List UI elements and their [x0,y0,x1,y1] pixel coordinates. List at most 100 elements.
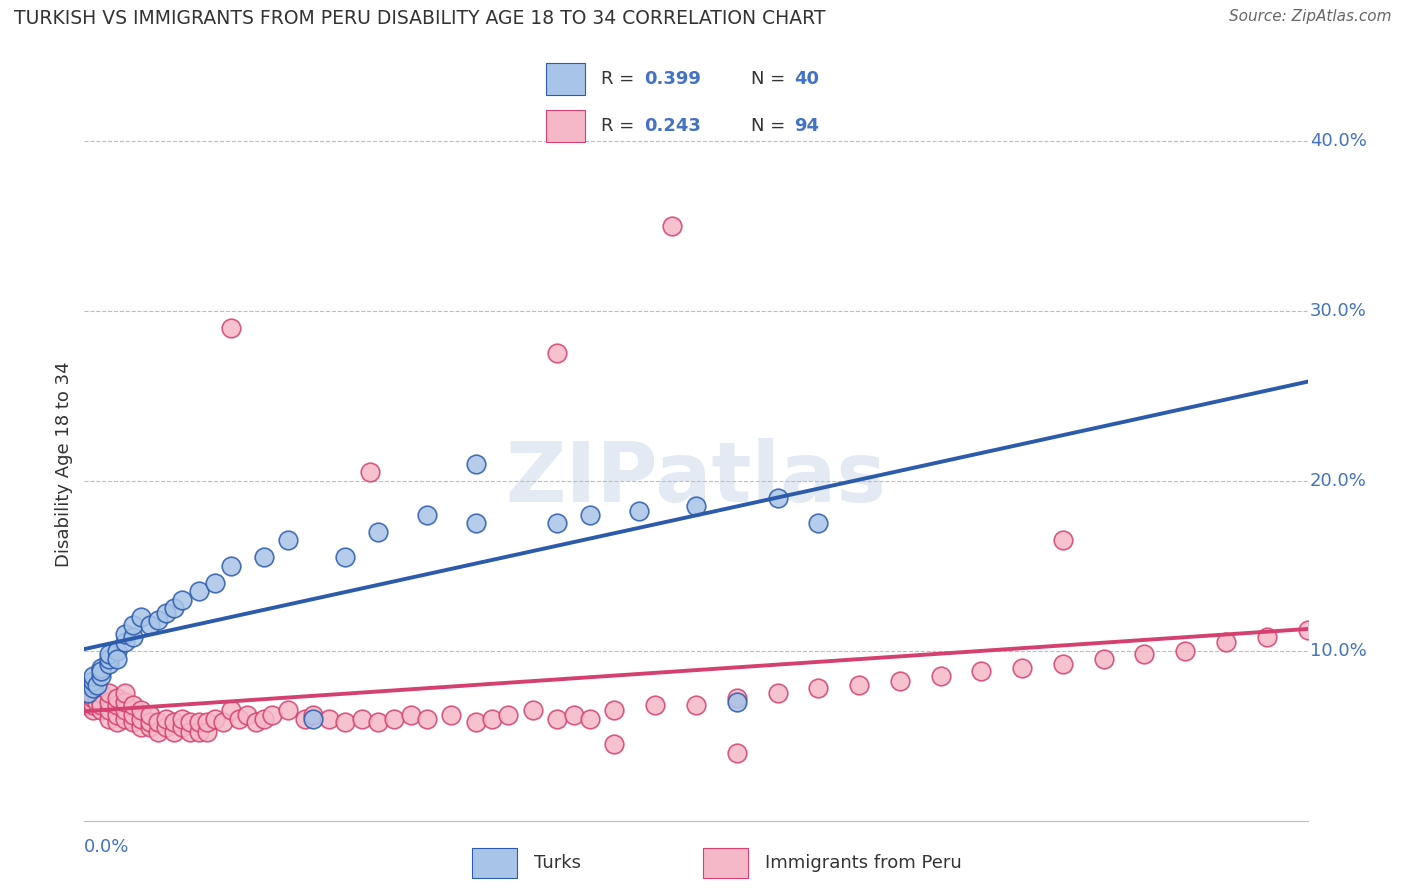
Text: N =: N = [751,70,790,88]
Point [146,613,169,627]
Point [90,686,112,700]
Point [114,695,136,709]
Point [579,712,602,726]
Point [82,691,104,706]
Point [97,686,120,700]
Y-axis label: Disability Age 18 to 34: Disability Age 18 to 34 [55,361,73,566]
Point [179,715,201,730]
Point [685,500,707,514]
Point [277,533,299,548]
Text: 20.0%: 20.0% [1310,472,1367,490]
Point [359,466,381,480]
Point [77,686,100,700]
Point [105,652,128,666]
Point [155,712,177,726]
Point [114,686,136,700]
Point [1215,635,1237,649]
Point [187,715,209,730]
Point [82,681,104,695]
Point [245,715,267,730]
Point [105,715,128,730]
Point [114,712,136,726]
Point [562,708,585,723]
Point [1011,661,1033,675]
Point [97,703,120,717]
Point [122,618,145,632]
Point [1296,624,1319,638]
Point [219,321,242,335]
Point [114,626,136,640]
Point [546,346,568,360]
Point [82,686,104,700]
Point [146,725,169,739]
Point [187,584,209,599]
Text: R =: R = [602,70,640,88]
Point [163,601,186,615]
Point [82,691,104,706]
Point [1133,647,1156,661]
Point [301,712,323,726]
Text: 40.0%: 40.0% [1310,132,1367,150]
Point [90,703,112,717]
Point [90,661,112,675]
Point [138,708,160,723]
Point [172,712,194,726]
Point [848,678,870,692]
Point [82,669,104,683]
Point [172,592,194,607]
Point [627,504,650,518]
Point [82,678,104,692]
FancyBboxPatch shape [546,111,585,142]
Point [146,715,169,730]
Point [131,703,153,717]
Point [90,669,112,683]
Point [97,695,120,709]
Point [204,712,226,726]
Point [260,708,283,723]
Point [399,708,422,723]
Point [725,695,748,709]
Point [82,703,104,717]
Point [603,703,626,717]
Point [498,708,520,723]
Point [77,695,100,709]
Point [1052,657,1074,672]
Point [131,712,153,726]
Text: 94: 94 [794,117,820,135]
Point [277,703,299,717]
Point [97,652,120,666]
Point [464,715,486,730]
Point [90,698,112,712]
Text: ZIPatlas: ZIPatlas [506,438,886,518]
Point [131,609,153,624]
Point [481,712,503,726]
Point [138,720,160,734]
Point [105,698,128,712]
Point [1092,652,1115,666]
Point [195,715,218,730]
Text: Source: ZipAtlas.com: Source: ZipAtlas.com [1229,9,1392,24]
Point [1256,630,1278,644]
Point [382,712,405,726]
Point [212,715,235,730]
Point [114,635,136,649]
Point [236,708,259,723]
Text: 10.0%: 10.0% [1310,641,1367,660]
Point [766,491,789,505]
Point [318,712,340,726]
Point [122,715,145,730]
Point [138,715,160,730]
Point [187,725,209,739]
Point [464,516,486,531]
Point [889,674,911,689]
Point [929,669,952,683]
Point [367,715,389,730]
Point [294,712,316,726]
FancyBboxPatch shape [546,63,585,95]
Point [163,725,186,739]
Point [367,524,389,539]
Point [76,698,98,712]
Point [416,712,439,726]
Point [179,725,201,739]
Point [725,691,748,706]
